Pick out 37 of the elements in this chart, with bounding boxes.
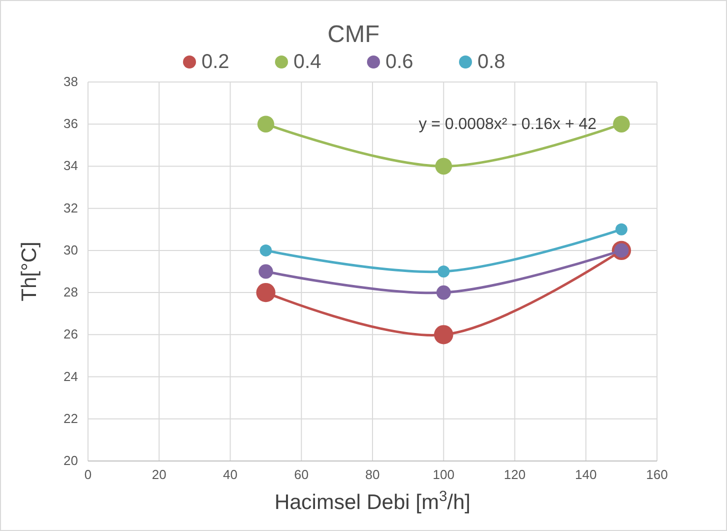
point [438, 266, 450, 278]
point [434, 325, 454, 344]
y-tick-label: 26 [64, 326, 78, 342]
point [257, 116, 274, 133]
legend-label: 0.8 [478, 51, 506, 73]
y-tick-label: 20 [64, 453, 78, 468]
x-tick-label: 140 [575, 467, 597, 482]
y-tick-label: 36 [64, 116, 78, 132]
x-tick-label: 100 [432, 467, 454, 482]
chart-title: CMF [328, 21, 380, 48]
y-tick-label: 32 [64, 200, 78, 216]
x-tick-label: 0 [84, 467, 92, 482]
y-tick-label: 30 [64, 242, 78, 258]
point [256, 282, 276, 302]
y-tick-label: 34 [64, 158, 78, 174]
x-tick-label: 20 [152, 467, 166, 482]
x-tick-label: 80 [365, 467, 380, 482]
y-tick-label: 38 [64, 74, 78, 89]
annotation: y = 0.0008x² - 0.16x + 42 [418, 116, 597, 134]
legend-label: 0.2 [202, 51, 230, 73]
point [615, 223, 628, 236]
x-tick-label: 160 [646, 467, 668, 482]
point [435, 158, 452, 175]
x-tick-label: 120 [504, 467, 526, 482]
y-axis-title: Th[°C] [18, 242, 41, 302]
y-tick-label: 28 [64, 284, 78, 300]
y-tick-label: 24 [64, 368, 78, 384]
y-tick-label: 22 [64, 410, 78, 426]
point [436, 285, 451, 300]
x-tick-label: 60 [294, 467, 309, 482]
x-axis-title: Hacimsel Debi [m$^{3}$/h] [274, 489, 471, 514]
x-tick-label: 40 [223, 467, 238, 482]
point [613, 116, 630, 133]
legend-label: 0.4 [294, 51, 322, 73]
legend-label: 0.6 [386, 51, 414, 73]
point [260, 244, 272, 256]
point [258, 264, 274, 279]
